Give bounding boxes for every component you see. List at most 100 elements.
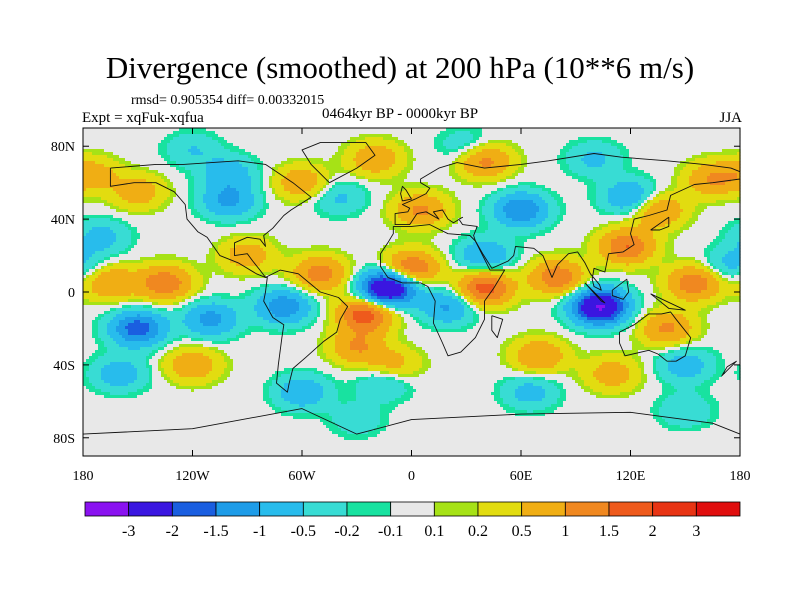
field-cell <box>671 290 687 294</box>
field-cell <box>314 299 318 303</box>
field-cell <box>737 242 741 246</box>
field-cell <box>263 167 273 171</box>
field-cell <box>194 389 264 393</box>
field-cell <box>92 323 99 327</box>
field-cell <box>581 347 633 351</box>
field-cell <box>269 386 285 390</box>
field-cell <box>428 182 462 186</box>
field-cell <box>170 326 189 330</box>
field-cell <box>548 209 561 213</box>
field-cell <box>245 296 261 300</box>
field-cell <box>671 182 678 186</box>
field-cell <box>524 383 534 387</box>
field-cell <box>188 326 234 330</box>
field-cell <box>206 185 228 189</box>
field-cell <box>602 362 621 366</box>
field-cell <box>173 368 213 372</box>
field-cell <box>500 362 510 366</box>
field-cell <box>476 287 495 291</box>
field-cell <box>305 191 318 195</box>
field-cell <box>518 308 552 312</box>
field-cell <box>707 281 720 285</box>
field-cell <box>92 152 114 156</box>
field-cell <box>518 260 528 264</box>
field-cell <box>668 368 702 372</box>
field-cell <box>281 395 324 399</box>
field-cell <box>173 131 216 135</box>
field-cell <box>692 155 708 159</box>
field-cell <box>356 155 396 159</box>
field-cell <box>326 299 330 303</box>
field-cell <box>725 224 735 228</box>
field-cell <box>356 176 366 180</box>
field-cell <box>119 206 159 210</box>
field-cell <box>461 200 480 204</box>
field-cell <box>128 245 135 249</box>
field-cell <box>131 248 210 252</box>
field-cell <box>419 308 444 312</box>
field-cell <box>647 257 663 261</box>
field-cell <box>338 353 402 357</box>
field-cell <box>191 146 198 150</box>
field-cell <box>188 272 201 276</box>
field-cell <box>434 326 462 330</box>
field-cell <box>347 146 366 150</box>
field-cell <box>641 299 645 303</box>
field-cell <box>722 275 732 279</box>
colorbar-box <box>171 501 217 517</box>
field-cell <box>407 344 417 348</box>
field-cell <box>635 332 645 336</box>
field-cell <box>320 197 324 201</box>
field-cell <box>704 380 717 384</box>
field-cell <box>500 386 519 390</box>
field-cell <box>416 284 423 288</box>
field-cell <box>149 338 165 342</box>
field-cell <box>83 359 87 363</box>
field-cell <box>158 326 171 330</box>
field-cell <box>269 203 285 207</box>
field-cell <box>83 155 108 159</box>
field-cell <box>632 164 678 168</box>
field-cell <box>467 302 471 306</box>
field-cell <box>734 248 741 252</box>
colorbar-box <box>390 501 435 517</box>
field-cell <box>167 182 174 186</box>
field-cell <box>344 269 351 273</box>
field-cell <box>710 257 723 261</box>
field-cell <box>167 185 174 189</box>
field-cell <box>722 299 741 303</box>
field-cell <box>92 254 111 258</box>
field-cell <box>713 275 720 279</box>
field-cell <box>620 206 624 210</box>
field-cell <box>89 389 102 393</box>
field-cell <box>200 299 258 303</box>
field-cell <box>137 389 150 393</box>
field-cell <box>470 143 480 147</box>
field-cell <box>236 323 309 327</box>
field-cell <box>254 308 270 312</box>
coastline <box>301 142 376 184</box>
field-cell <box>302 290 309 294</box>
field-cell <box>653 308 702 312</box>
field-cell <box>542 188 552 192</box>
field-cell <box>275 245 288 249</box>
field-cell <box>704 362 717 366</box>
field-cell <box>641 203 645 207</box>
field-cell <box>371 320 384 324</box>
field-cell <box>263 389 270 393</box>
field-cell <box>713 383 741 387</box>
field-cell <box>644 188 654 192</box>
field-cell <box>329 182 336 186</box>
field-cell <box>659 371 672 375</box>
field-cell <box>689 323 702 327</box>
field-cell <box>644 212 681 216</box>
field-cell <box>506 176 516 180</box>
field-cell <box>656 194 660 198</box>
field-cell <box>83 386 87 390</box>
field-cell <box>518 287 534 291</box>
field-cell <box>374 308 384 312</box>
field-cell <box>608 188 645 192</box>
field-cell <box>152 305 183 309</box>
field-cell <box>659 422 669 426</box>
field-cell <box>470 302 474 306</box>
